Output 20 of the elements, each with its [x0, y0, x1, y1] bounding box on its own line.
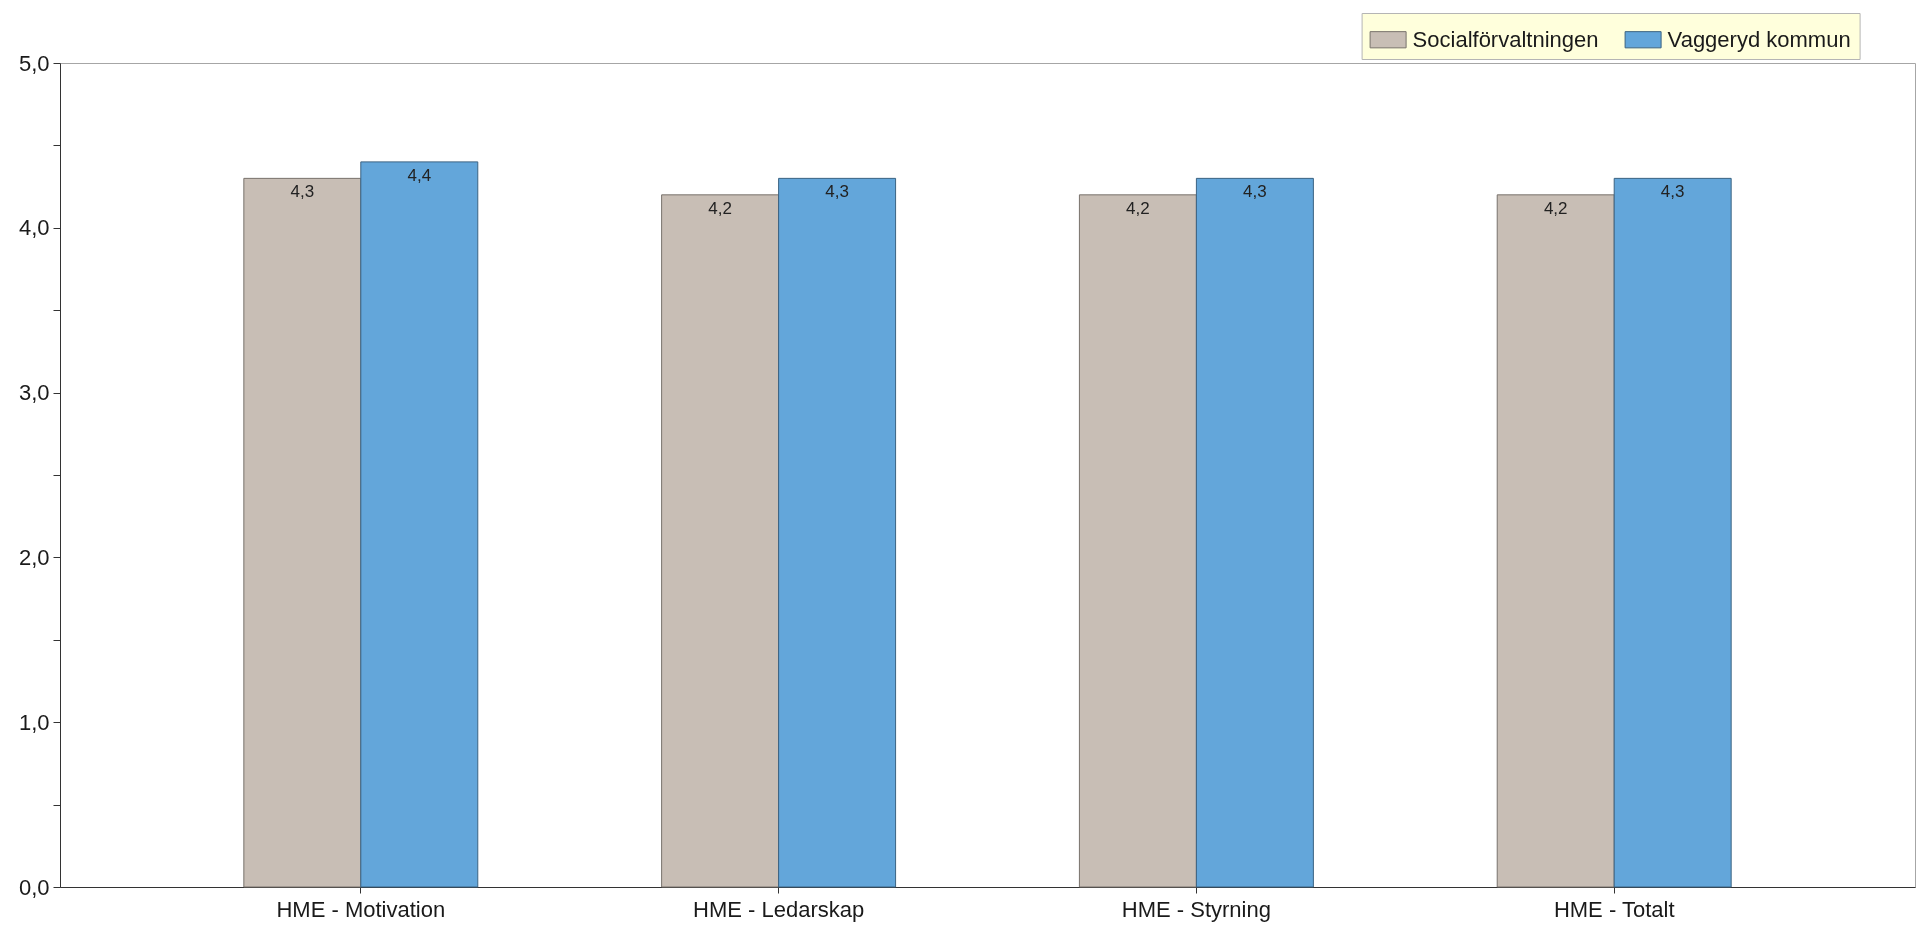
- x-tick-label: HME - Totalt: [1553, 896, 1675, 922]
- y-tick-label: 0,0: [18, 874, 50, 900]
- legend-label: Socialförvaltningen: [1412, 26, 1599, 52]
- data-label: 4,3: [825, 182, 849, 202]
- y-tick-label: 5,0: [18, 50, 50, 76]
- y-tick-label: 2,0: [18, 544, 50, 570]
- y-tick-label: 4,0: [18, 215, 50, 241]
- y-tick-label: 1,0: [18, 709, 50, 735]
- data-label: 4,3: [1243, 182, 1267, 202]
- x-tick-label: HME - Styrning: [1121, 896, 1271, 922]
- x-tick-label: HME - Ledarskap: [693, 896, 865, 922]
- data-label: 4,3: [1660, 182, 1685, 202]
- x-tick-label: HME - Motivation: [276, 896, 446, 922]
- y-tick-label: 3,0: [18, 380, 50, 406]
- data-label: 4,2: [1543, 198, 1568, 218]
- data-label: 4,2: [1126, 198, 1150, 218]
- data-label: 4,3: [290, 182, 315, 202]
- legend-label: Vaggeryd kommun: [1667, 26, 1851, 52]
- data-label: 4,2: [708, 198, 732, 218]
- data-label: 4,4: [407, 165, 432, 185]
